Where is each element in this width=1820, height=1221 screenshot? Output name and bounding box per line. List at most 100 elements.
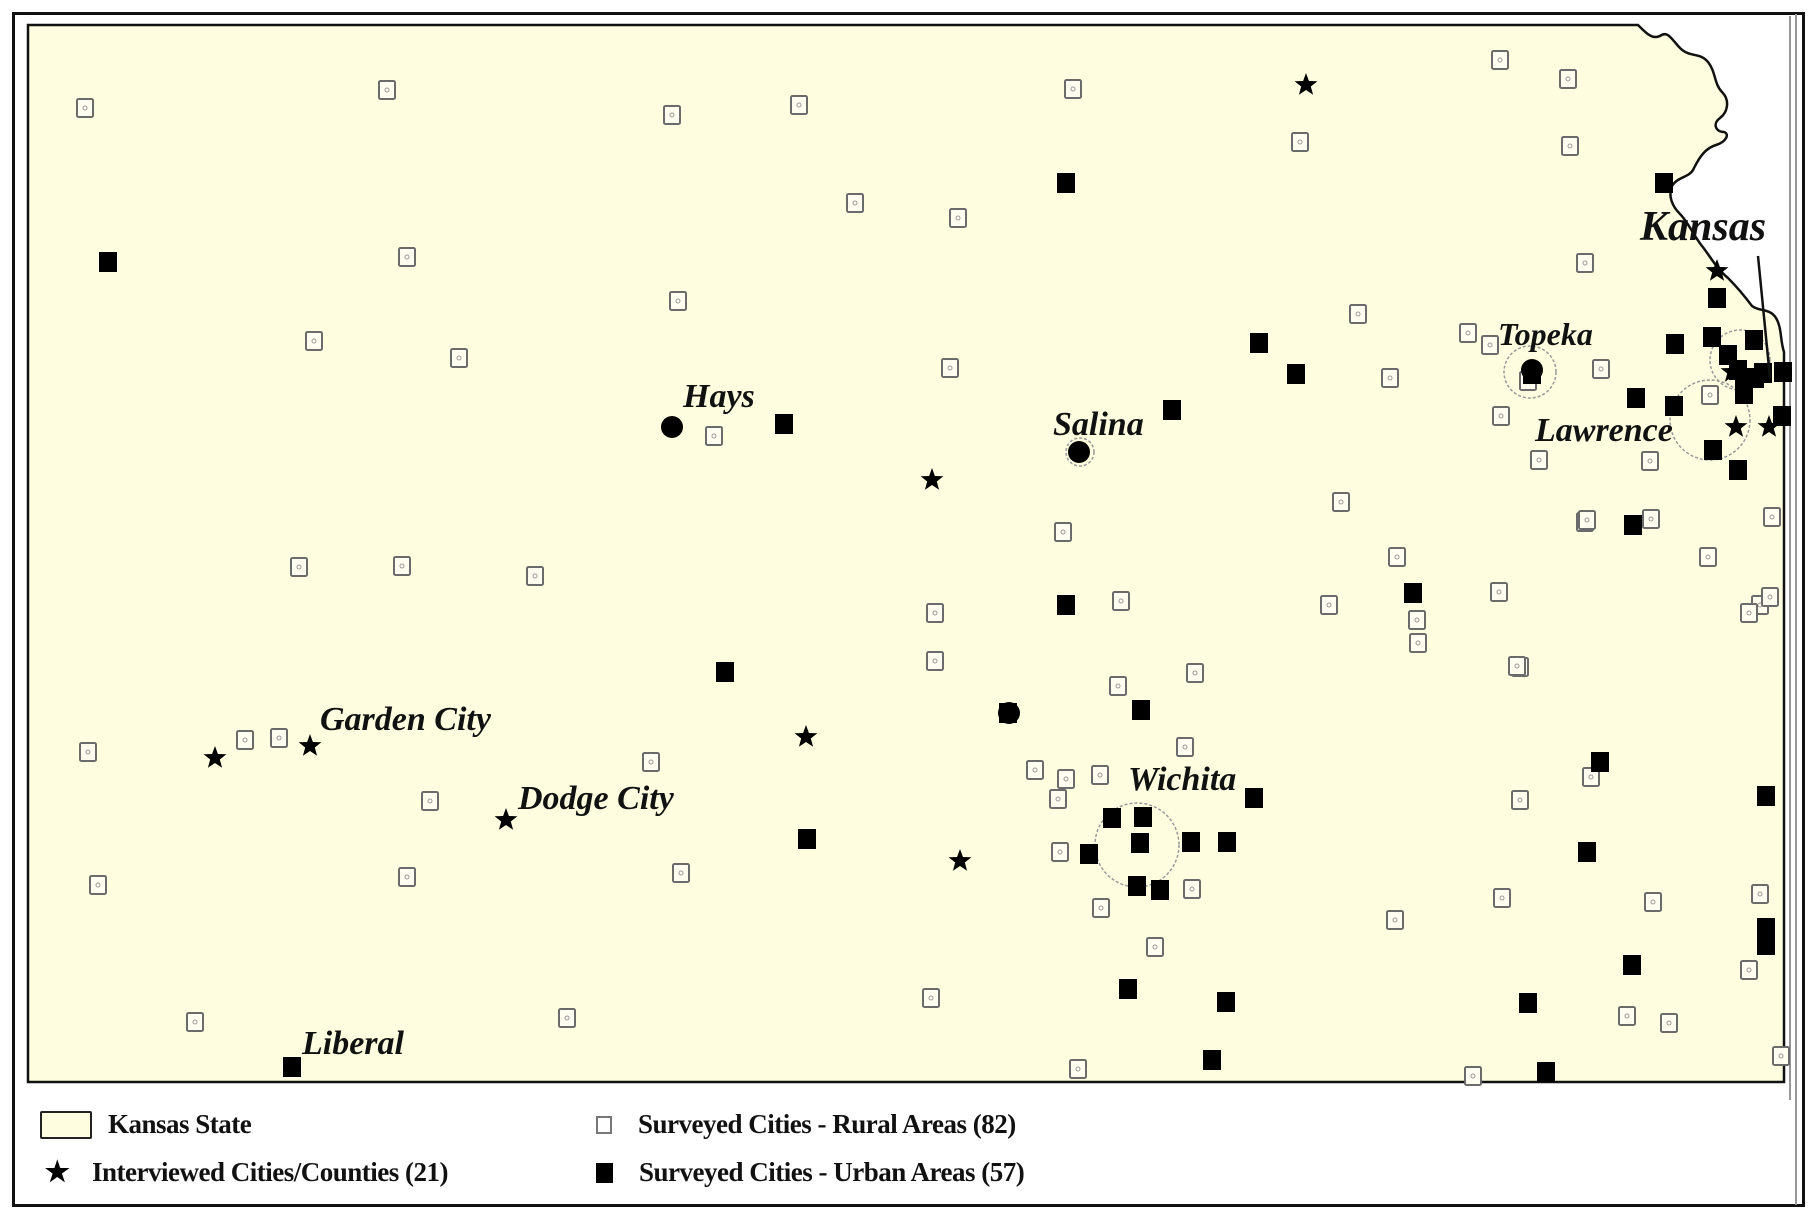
urban-city-marker — [1624, 515, 1642, 535]
rural-city-marker — [1660, 1013, 1678, 1033]
legend-item-rural: Surveyed Cities - Rural Areas (82) — [578, 1109, 1016, 1140]
urban-city-marker — [1151, 880, 1169, 900]
urban-city-marker — [1203, 1050, 1221, 1070]
rural-city-marker — [1320, 595, 1338, 615]
rural-city-marker — [1701, 385, 1719, 405]
rural-city-marker — [290, 557, 308, 577]
urban-city-marker — [798, 829, 816, 849]
rural-city-marker — [1109, 676, 1127, 696]
city-label: Liberal — [301, 1025, 405, 1062]
rural-city-marker — [1183, 879, 1201, 899]
interviewed-cities-layer — [203, 73, 1781, 871]
urban-cities-layer — [99, 173, 1792, 1082]
urban-city-marker — [1655, 173, 1673, 193]
rural-city-marker — [398, 867, 416, 887]
urban-city-marker — [1773, 406, 1791, 426]
rural-city-marker — [1618, 1006, 1636, 1026]
rural-city-marker — [949, 208, 967, 228]
urban-city-marker — [1745, 330, 1763, 350]
rural-city-marker — [1644, 892, 1662, 912]
urban-city-marker — [1735, 384, 1753, 404]
rural-city-marker — [1642, 509, 1660, 529]
rural-city-marker — [669, 291, 687, 311]
rural-city-marker — [1592, 359, 1610, 379]
rural-city-marker — [846, 193, 864, 213]
rural-city-marker — [305, 331, 323, 351]
urban-city-marker — [1287, 364, 1305, 384]
rural-city-marker — [1772, 1046, 1790, 1066]
rural-city-marker — [1146, 937, 1164, 957]
rural-city-marker — [1481, 335, 1499, 355]
rural-city-marker — [526, 566, 544, 586]
rural-city-marker — [1186, 663, 1204, 683]
rural-city-marker — [1409, 633, 1427, 653]
city-label: Salina — [1053, 406, 1144, 443]
urban-city-blob — [998, 702, 1020, 724]
rural-city-marker — [663, 105, 681, 125]
rural-city-marker — [1026, 760, 1044, 780]
urban-city-marker — [1729, 460, 1747, 480]
rural-city-marker — [558, 1008, 576, 1028]
city-label: Lawrence — [1534, 412, 1673, 449]
rural-city-marker — [236, 730, 254, 750]
urban-city-marker — [1757, 935, 1775, 955]
urban-city-marker — [1627, 388, 1645, 408]
rural-city-marker — [1291, 132, 1309, 152]
rural-city-marker — [398, 247, 416, 267]
urban-city-marker — [1057, 595, 1075, 615]
legend-urban-label: Surveyed Cities - Urban Areas (57) — [639, 1157, 1025, 1187]
rural-city-marker — [1751, 884, 1769, 904]
rural-city-marker — [1641, 451, 1659, 471]
kansas-city-leader-line — [1756, 255, 1772, 379]
city-label: Garden City — [320, 701, 492, 738]
rural-city-marker — [1459, 323, 1477, 343]
urban-city-marker — [1537, 1062, 1555, 1082]
rural-city-marker — [1699, 547, 1717, 567]
interviewed-star-icon — [920, 468, 944, 490]
interviewed-star-icon — [298, 734, 322, 756]
map-legend: Kansas State ★ Interviewed Cities/Counti… — [30, 1105, 1230, 1205]
rural-city-marker — [1578, 510, 1596, 530]
frame-inner-border — [1795, 14, 1797, 1205]
rural-city-marker — [1092, 898, 1110, 918]
rural-city-marker — [1381, 368, 1399, 388]
urban-square-icon — [596, 1162, 613, 1183]
legend-item-interviewed: ★ Interviewed Cities/Counties (21) — [40, 1157, 449, 1188]
interviewed-star-icon — [1294, 73, 1318, 95]
legend-item-state: Kansas State — [40, 1109, 252, 1140]
rural-city-marker — [1464, 1066, 1482, 1086]
urban-city-marker — [283, 1057, 301, 1077]
interviewed-star-icon — [1757, 415, 1781, 437]
urban-city-marker — [1119, 979, 1137, 999]
rural-city-marker — [705, 426, 723, 446]
urban-city-marker — [1754, 363, 1772, 383]
city-label: Hays — [682, 378, 755, 415]
urban-city-marker — [1245, 788, 1263, 808]
interviewed-star-icon — [1720, 360, 1744, 382]
urban-city-marker — [1103, 808, 1121, 828]
rural-city-marker — [1176, 737, 1194, 757]
rural-city-marker — [1049, 789, 1067, 809]
rural-city-marker — [1112, 591, 1130, 611]
urban-city-marker — [1578, 842, 1596, 862]
urban-city-marker — [775, 414, 793, 434]
rural-city-marker — [1561, 136, 1579, 156]
rural-city-marker — [1763, 507, 1781, 527]
urban-city-marker — [1057, 173, 1075, 193]
rural-city-marker — [1491, 50, 1509, 70]
legend-interviewed-label: Interviewed Cities/Counties (21) — [92, 1157, 448, 1187]
urban-city-marker — [1519, 993, 1537, 1013]
rural-cities-layer — [76, 50, 1790, 1086]
legend-rural-label: Surveyed Cities - Rural Areas (82) — [638, 1109, 1016, 1139]
urban-city-marker — [1080, 844, 1098, 864]
urban-city-blob — [661, 416, 683, 438]
rural-city-marker — [1386, 910, 1404, 930]
rural-city-marker — [378, 80, 396, 100]
rural-city-marker — [1332, 492, 1350, 512]
rural-city-marker — [1740, 960, 1758, 980]
interviewed-star-icon — [794, 725, 818, 747]
urban-city-marker — [1774, 362, 1792, 382]
rural-city-marker — [1508, 656, 1526, 676]
rural-city-marker — [1349, 304, 1367, 324]
legend-item-urban: Surveyed Cities - Urban Areas (57) — [578, 1157, 1025, 1188]
